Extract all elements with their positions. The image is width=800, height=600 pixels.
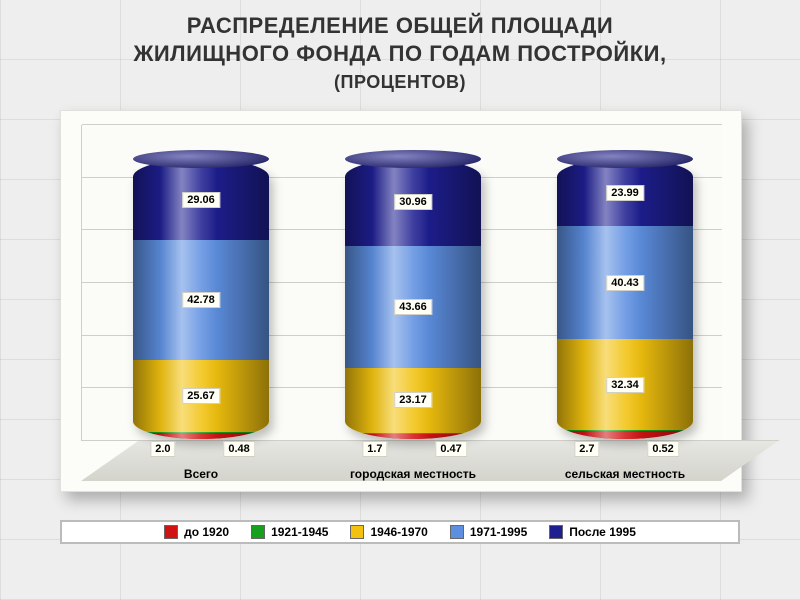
value-label: 0.48 [223,441,254,457]
legend-item: 1921-1945 [251,525,328,539]
value-label: 1.7 [362,441,387,457]
value-label: 43.66 [394,299,432,315]
segment-s1 [557,431,693,439]
value-label: 2.0 [150,441,175,457]
value-label: 2.7 [574,441,599,457]
legend-item: до 1920 [164,525,229,539]
chart-title: РАСПРЕДЕЛЕНИЕ ОБЩЕЙ ПЛОЩАДИ ЖИЛИЩНОГО ФО… [0,0,800,95]
grid-line [82,124,722,125]
value-label: 42.78 [182,292,220,308]
value-label: 40.43 [606,275,644,291]
legend: до 1920 1921-1945 1946-1970 1971-1995 После … [60,520,740,544]
stacked-cylinder: 2.70.5232.3440.4323.99сельская местность [557,159,693,439]
value-label: 0.47 [435,441,466,457]
legend-label: После 1995 [569,525,636,539]
value-label: 0.52 [647,441,678,457]
category-label: Всего [184,467,218,481]
title-line-1: РАСПРЕДЕЛЕНИЕ ОБЩЕЙ ПЛОЩАДИ [187,13,613,38]
segment-s1 [345,434,481,439]
value-label: 29.06 [182,192,220,208]
value-label: 32.34 [606,377,644,393]
legend-swatch [350,525,364,539]
cylinder-group: 2.00.4825.6742.7829.06Всего1.70.4723.174… [133,155,693,439]
legend-swatch [164,525,178,539]
segment-s2 [345,433,481,434]
stacked-cylinder: 1.70.4723.1743.6630.96городская местност… [345,159,481,439]
cylinder-top-cap [133,150,269,168]
legend-item: После 1995 [549,525,636,539]
legend-swatch [450,525,464,539]
segment-s2 [133,432,269,433]
category-label: сельская местность [565,467,685,481]
legend-label: 1921-1945 [271,525,328,539]
title-line-3: (ПРОЦЕНТОВ) [334,72,466,92]
value-label: 23.17 [394,392,432,408]
value-label: 30.96 [394,194,432,210]
legend-label: 1946-1970 [370,525,427,539]
legend-item: 1971-1995 [450,525,527,539]
value-label: 23.99 [606,185,644,201]
title-line-2: ЖИЛИЩНОГО ФОНДА ПО ГОДАМ ПОСТРОЙКИ, [133,41,666,66]
stacked-cylinder: 2.00.4825.6742.7829.06Всего [133,159,269,439]
value-label: 25.67 [182,388,220,404]
chart-area: 2.0 0.48 25.67 42.78 29.06 Всего 1.7 0.47 23.17 4… [60,110,742,492]
cylinder-top-cap [557,150,693,168]
segment-s2 [557,430,693,431]
cylinder-top-cap [345,150,481,168]
legend-item: 1946-1970 [350,525,427,539]
cylinder-body [557,159,693,439]
legend-swatch [549,525,563,539]
legend-swatch [251,525,265,539]
segment-s1 [133,433,269,439]
legend-label: до 1920 [184,525,229,539]
category-label: городская местность [350,467,476,481]
legend-label: 1971-1995 [470,525,527,539]
